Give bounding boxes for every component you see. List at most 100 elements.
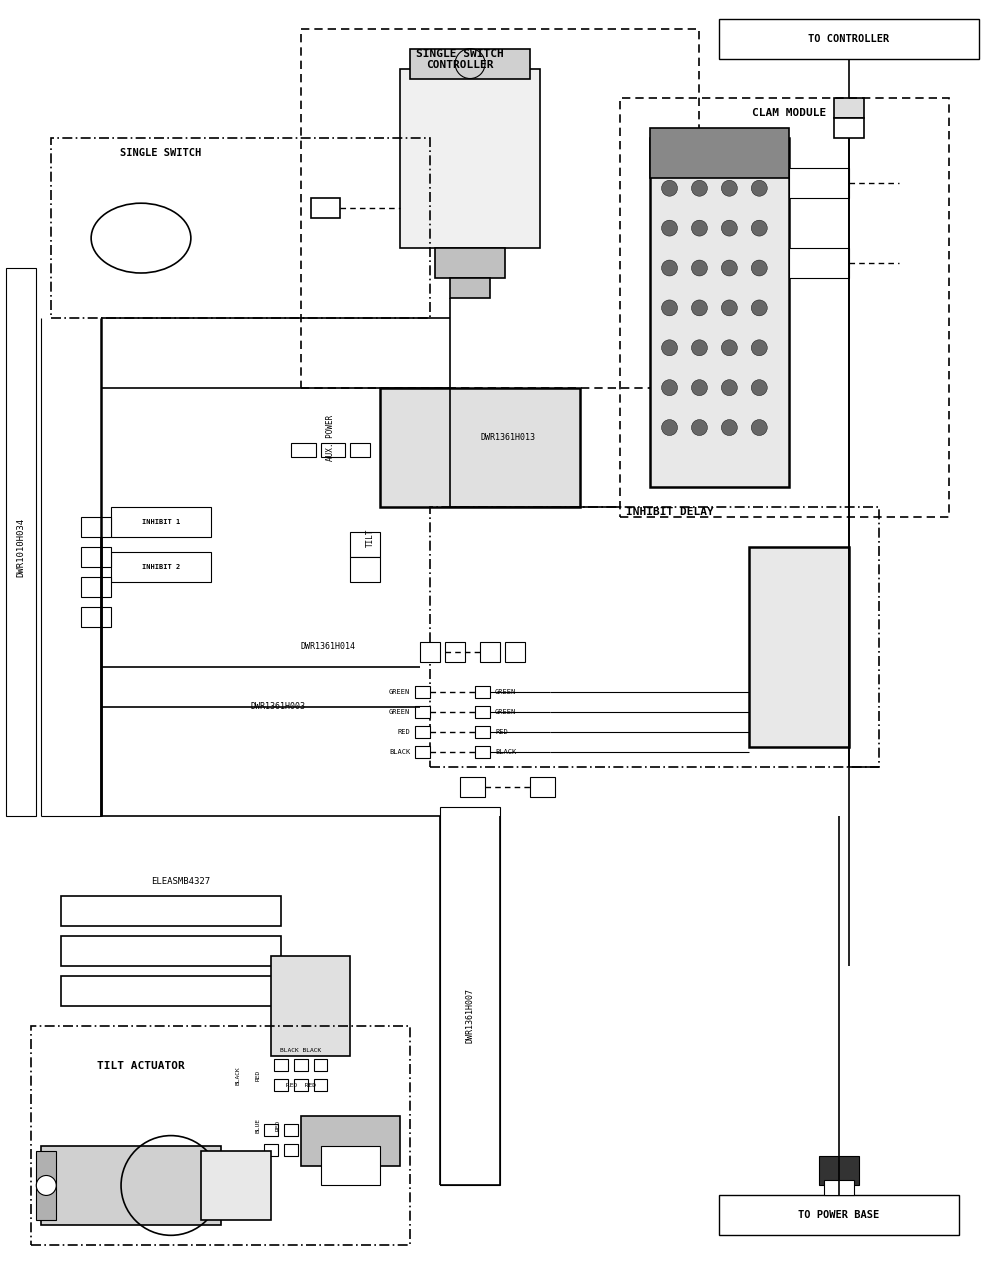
Text: BLACK: BLACK — [495, 749, 516, 755]
Circle shape — [691, 380, 707, 395]
Bar — [264, 1144, 278, 1156]
Circle shape — [662, 220, 678, 236]
Bar — [264, 1124, 278, 1135]
Text: INHIBIT 1: INHIBIT 1 — [142, 519, 180, 526]
Circle shape — [691, 340, 707, 356]
Text: GREEN: GREEN — [389, 708, 410, 715]
Text: DWR1361H014: DWR1361H014 — [301, 642, 356, 651]
Circle shape — [721, 300, 737, 315]
Text: SINGLE SWITCH
CONTROLLER: SINGLE SWITCH CONTROLLER — [416, 48, 504, 70]
Circle shape — [751, 419, 767, 436]
Bar — [314, 1059, 327, 1071]
Circle shape — [751, 220, 767, 236]
Text: GREEN: GREEN — [389, 689, 410, 694]
Circle shape — [36, 1176, 56, 1196]
Bar — [819, 1156, 859, 1186]
Bar — [475, 706, 490, 718]
Circle shape — [662, 180, 678, 196]
Circle shape — [691, 419, 707, 436]
Text: TO CONTROLLER: TO CONTROLLER — [808, 34, 890, 43]
Bar — [380, 388, 580, 507]
Bar — [719, 1196, 959, 1235]
Text: SINGLE SWITCH: SINGLE SWITCH — [120, 148, 202, 158]
Bar — [435, 248, 505, 277]
Text: TO POWER BASE: TO POWER BASE — [798, 1210, 880, 1220]
Text: RED: RED — [398, 729, 410, 735]
Text: BLACK: BLACK — [236, 1067, 241, 1085]
Bar — [834, 118, 864, 138]
Bar — [271, 957, 350, 1055]
Bar — [274, 1078, 288, 1091]
Bar — [81, 517, 111, 537]
Text: RED: RED — [276, 1120, 281, 1131]
Circle shape — [691, 180, 707, 196]
Text: DWR1010H034: DWR1010H034 — [17, 518, 26, 576]
Bar — [530, 777, 555, 797]
Text: CLAM MODULE: CLAM MODULE — [752, 109, 826, 118]
Bar — [415, 706, 430, 718]
Bar — [81, 578, 111, 597]
Text: INHIBIT DELAY: INHIBIT DELAY — [626, 507, 713, 517]
Bar — [320, 442, 345, 457]
Circle shape — [662, 380, 678, 395]
Circle shape — [721, 220, 737, 236]
Circle shape — [751, 260, 767, 276]
Bar — [460, 777, 485, 797]
Bar — [475, 746, 490, 758]
Text: BLUE: BLUE — [256, 1119, 261, 1133]
Bar — [61, 976, 281, 1006]
Text: DWR1361H013: DWR1361H013 — [480, 433, 535, 442]
Bar — [789, 169, 849, 198]
Text: BLACK: BLACK — [389, 749, 410, 755]
Bar — [350, 557, 380, 582]
Circle shape — [691, 220, 707, 236]
Circle shape — [662, 260, 678, 276]
Circle shape — [751, 340, 767, 356]
Bar — [480, 642, 500, 661]
Bar — [749, 547, 849, 746]
Bar — [301, 1116, 400, 1166]
Circle shape — [721, 180, 737, 196]
Bar — [291, 442, 316, 457]
Text: GREEN: GREEN — [495, 689, 516, 694]
Bar — [410, 48, 530, 79]
Bar — [320, 1145, 380, 1186]
Text: RED  RED: RED RED — [286, 1083, 316, 1088]
Bar — [440, 807, 500, 1186]
Bar — [789, 248, 849, 277]
Circle shape — [691, 300, 707, 315]
Bar — [284, 1144, 298, 1156]
Bar — [475, 726, 490, 737]
Bar — [6, 269, 36, 816]
Circle shape — [662, 419, 678, 436]
Circle shape — [662, 300, 678, 315]
Bar — [311, 198, 340, 218]
Text: GREEN: GREEN — [495, 708, 516, 715]
Bar — [201, 1150, 271, 1220]
Bar — [111, 507, 211, 537]
Bar — [445, 642, 465, 661]
Text: DWR1361H003: DWR1361H003 — [251, 702, 306, 711]
Bar — [81, 547, 111, 568]
Bar — [314, 1078, 327, 1091]
Bar — [824, 1181, 854, 1196]
Bar — [450, 277, 490, 298]
Bar — [719, 19, 979, 58]
Text: RED: RED — [495, 729, 508, 735]
Circle shape — [662, 340, 678, 356]
Circle shape — [721, 380, 737, 395]
Circle shape — [721, 340, 737, 356]
Bar — [81, 607, 111, 627]
Text: RED: RED — [256, 1071, 261, 1082]
Circle shape — [721, 260, 737, 276]
Bar — [834, 99, 864, 118]
Bar — [650, 128, 789, 179]
Bar — [415, 685, 430, 698]
Bar — [350, 442, 370, 457]
Bar — [505, 642, 525, 661]
Bar — [294, 1059, 308, 1071]
Bar — [350, 532, 380, 557]
Circle shape — [721, 419, 737, 436]
Bar — [61, 936, 281, 965]
Text: INHIBIT 2: INHIBIT 2 — [142, 564, 180, 570]
